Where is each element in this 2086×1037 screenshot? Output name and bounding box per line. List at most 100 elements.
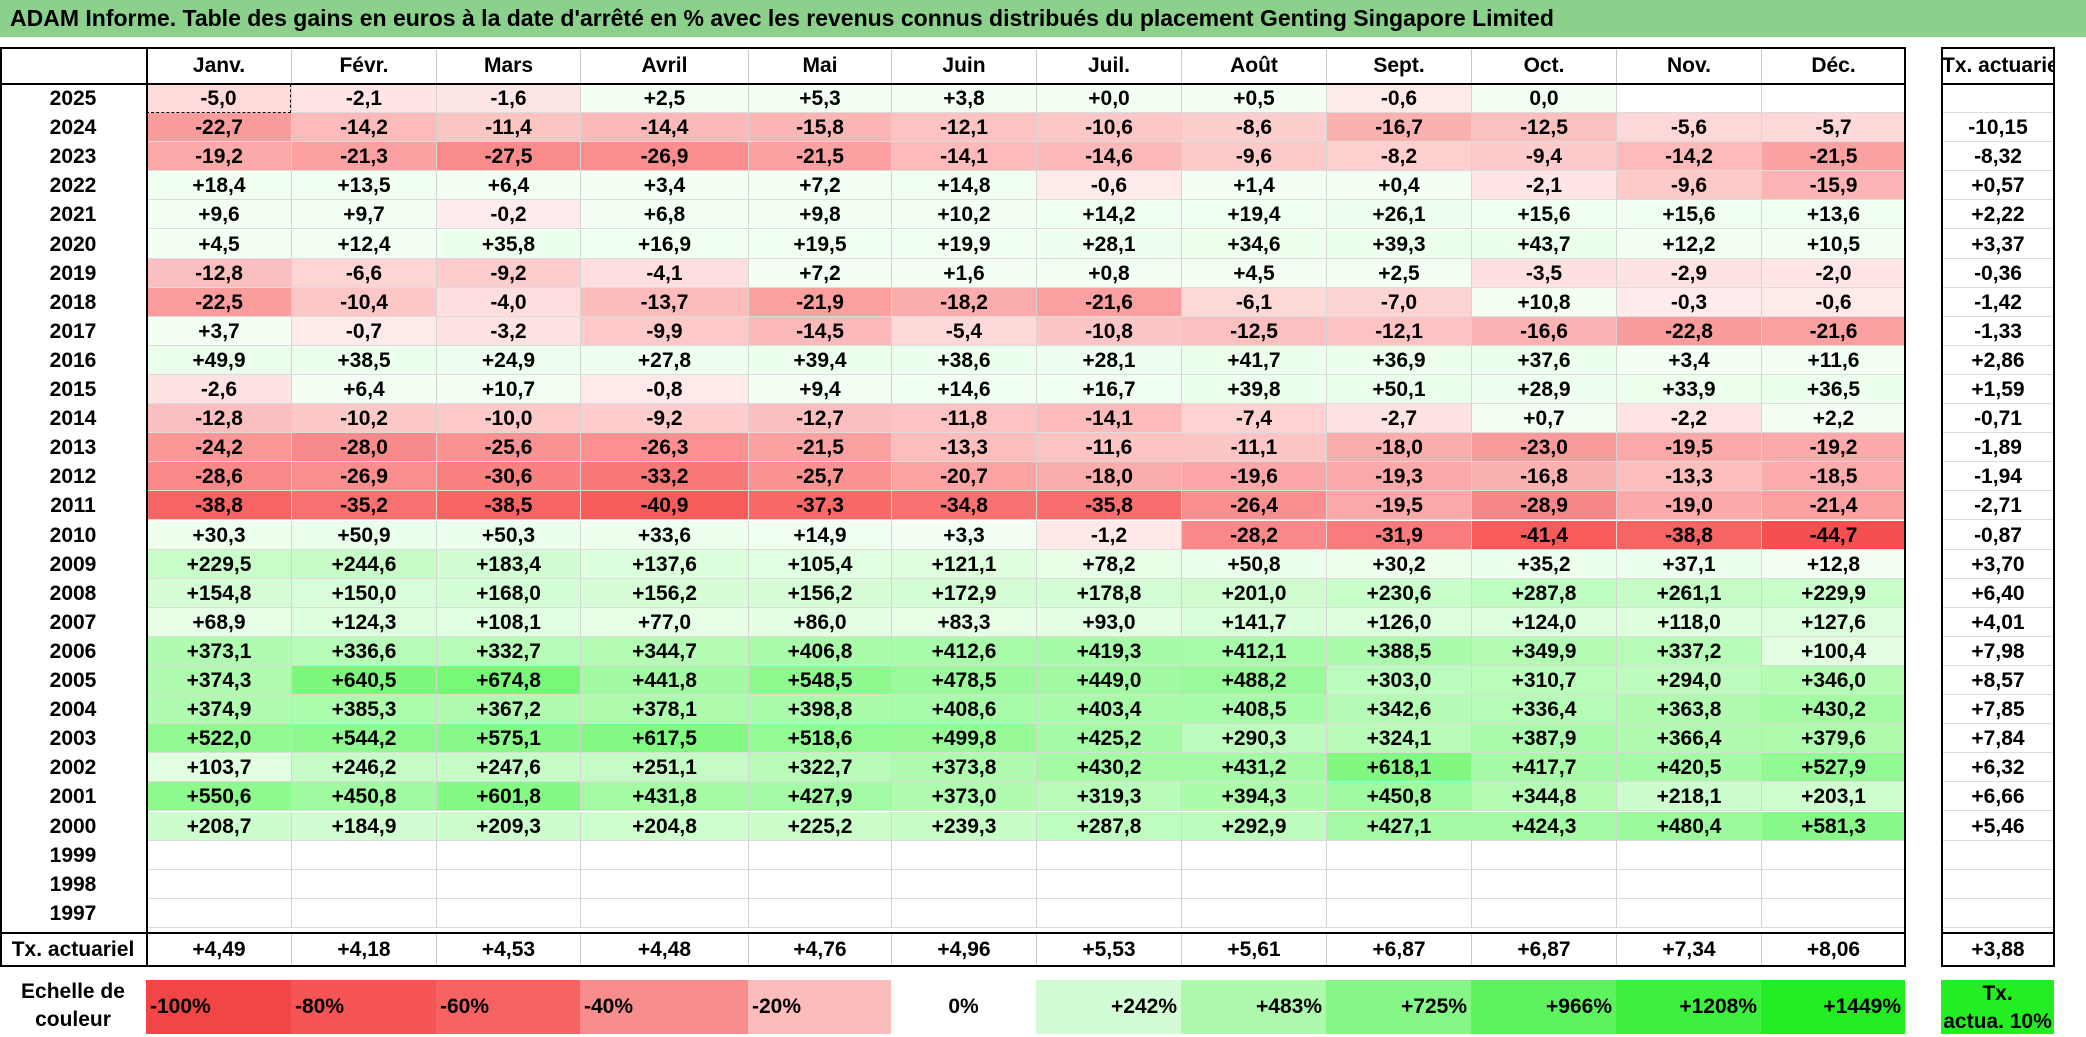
heatmap-cell: +38,5 [291, 345, 436, 375]
heatmap-cell: +310,7 [1471, 666, 1616, 696]
column-header: Avril [580, 47, 748, 84]
row-year-label: 2018 [49, 290, 97, 314]
heatmap-cell: +518,6 [748, 724, 891, 754]
heatmap-cell: -14,6 [1036, 142, 1181, 172]
column-header: Sept. [1326, 47, 1471, 84]
heatmap-cell: +36,9 [1326, 345, 1471, 375]
heatmap-cell: +420,5 [1616, 753, 1761, 783]
heatmap-cell: -0,3 [1616, 287, 1761, 317]
heatmap-cell: +229,9 [1761, 578, 1905, 608]
heatmap-cell: +14,6 [891, 375, 1036, 405]
heatmap-cell: +403,4 [1036, 695, 1181, 725]
heatmap-cell: +617,5 [580, 724, 748, 754]
heatmap-cell: -38,8 [146, 491, 291, 521]
column-header: Déc. [1761, 47, 1905, 84]
heatmap-cell: +441,8 [580, 666, 748, 696]
heatmap-cell [1036, 869, 1181, 899]
heatmap-cell: -21,6 [1036, 287, 1181, 317]
heatmap-cell: +336,4 [1471, 695, 1616, 725]
heatmap-cell: -5,0 [146, 84, 291, 114]
annual-rate-cell: +8,57 [1941, 666, 2054, 696]
heatmap-cell: +366,4 [1616, 724, 1761, 754]
heatmap-cell: +618,1 [1326, 753, 1471, 783]
heatmap-cell: +15,6 [1616, 200, 1761, 230]
heatmap-cell: -21,5 [748, 433, 891, 463]
heatmap-cell [436, 869, 580, 899]
column-header: Août [1181, 47, 1326, 84]
heatmap-cell: +408,6 [891, 695, 1036, 725]
heatmap-cell: -19,6 [1181, 462, 1326, 492]
row-year-label: 2005 [49, 669, 97, 692]
heatmap-cell: -9,6 [1616, 171, 1761, 201]
heatmap-cell: -10,8 [1036, 316, 1181, 346]
heatmap-cell: -30,6 [436, 462, 580, 492]
heatmap-cell: -21,9 [748, 287, 891, 317]
heatmap-cell: +7,2 [748, 171, 891, 201]
heatmap-cell: +0,8 [1036, 258, 1181, 288]
heatmap-cell [1326, 898, 1471, 928]
heatmap-cell: +13,6 [1761, 200, 1905, 230]
heatmap-cell: +39,8 [1181, 375, 1326, 405]
column-header: Mai [748, 47, 891, 84]
heatmap-cell: +19,4 [1181, 200, 1326, 230]
row-year-label: 2017 [49, 319, 97, 343]
heatmap-cell: +239,3 [891, 811, 1036, 841]
annual-rate-cell: +6,32 [1941, 753, 2054, 783]
heatmap-cell: +33,6 [580, 520, 748, 550]
heatmap-cell: +3,3 [891, 520, 1036, 550]
heatmap-cell: -13,7 [580, 287, 748, 317]
heatmap-cell: +3,7 [146, 316, 291, 346]
heatmap-cell: -34,8 [891, 491, 1036, 521]
heatmap-cell: -2,1 [291, 84, 436, 114]
heatmap-cell: +640,5 [291, 666, 436, 696]
summary-row-label: Tx. actuariel [11, 938, 135, 961]
heatmap-cell: -12,1 [891, 113, 1036, 143]
row-year-label: 2025 [49, 87, 97, 110]
heatmap-cell: +86,0 [748, 607, 891, 637]
heatmap-cell: +251,1 [580, 753, 748, 783]
heatmap-cell: +4,5 [1181, 258, 1326, 288]
heatmap-cell: +35,8 [436, 229, 580, 259]
heatmap-cell [1761, 898, 1905, 928]
heatmap-cell: +419,3 [1036, 636, 1181, 666]
heatmap-cell: +12,4 [291, 229, 436, 259]
column-header: Févr. [291, 47, 436, 84]
heatmap-cell [1471, 898, 1616, 928]
heatmap-cell: +337,2 [1616, 636, 1761, 666]
heatmap-cell: -6,6 [291, 258, 436, 288]
heatmap-cell: +50,3 [436, 520, 580, 550]
heatmap-cell: -5,6 [1616, 113, 1761, 143]
heatmap-cell: +427,1 [1326, 811, 1471, 841]
heatmap-cell: +412,6 [891, 636, 1036, 666]
heatmap-cell: +35,2 [1471, 549, 1616, 579]
heatmap-cell: -2,9 [1616, 258, 1761, 288]
heatmap-cell: -8,6 [1181, 113, 1326, 143]
heatmap-cell: +203,1 [1761, 782, 1905, 812]
row-year-label: 2020 [49, 232, 97, 256]
heatmap-cell: -12,8 [146, 258, 291, 288]
heatmap-cell [1181, 898, 1326, 928]
heatmap-cell: +373,8 [891, 753, 1036, 783]
heatmap-cell: +332,7 [436, 636, 580, 666]
heatmap-cell: +156,2 [580, 578, 748, 608]
summary-cell: +4,18 [291, 933, 436, 966]
heatmap-cell: +204,8 [580, 811, 748, 841]
heatmap-cell: -22,7 [146, 113, 291, 143]
heatmap-cell: +19,9 [891, 229, 1036, 259]
heatmap-cell: +18,4 [146, 171, 291, 201]
heatmap-cell: +50,8 [1181, 549, 1326, 579]
heatmap-cell: +6,4 [291, 375, 436, 405]
heatmap-cell: -9,9 [580, 316, 748, 346]
heatmap-cell: -25,7 [748, 462, 891, 492]
heatmap-cell: +450,8 [1326, 782, 1471, 812]
heatmap-cell: -15,9 [1761, 171, 1905, 201]
heatmap-cell: +5,3 [748, 84, 891, 114]
heatmap-cell: +108,1 [436, 607, 580, 637]
heatmap-cell: +374,9 [146, 695, 291, 725]
row-year-label: 1998 [49, 872, 97, 896]
heatmap-cell: +247,6 [436, 753, 580, 783]
heatmap-cell [1326, 869, 1471, 899]
annual-rate-cell: -8,32 [1941, 142, 2054, 172]
heatmap-cell: +431,8 [580, 782, 748, 812]
heatmap-cell: -16,6 [1471, 316, 1616, 346]
